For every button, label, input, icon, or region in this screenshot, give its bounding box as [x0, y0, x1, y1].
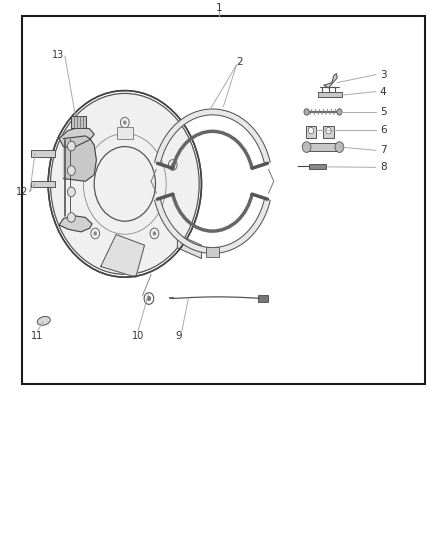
Circle shape	[335, 142, 344, 152]
Bar	[306, 126, 316, 138]
Circle shape	[147, 296, 151, 301]
Polygon shape	[64, 136, 96, 181]
Text: 8: 8	[380, 163, 387, 172]
Polygon shape	[59, 216, 92, 232]
Bar	[22, 16, 425, 384]
Bar	[71, 116, 86, 128]
Text: 10: 10	[132, 331, 144, 341]
Polygon shape	[59, 127, 94, 148]
Ellipse shape	[37, 317, 50, 325]
Circle shape	[75, 163, 79, 167]
Text: 2: 2	[237, 57, 244, 67]
Circle shape	[171, 163, 174, 167]
Circle shape	[326, 127, 331, 134]
Text: 6: 6	[380, 125, 387, 135]
Text: 7: 7	[380, 146, 387, 155]
Bar	[31, 150, 55, 157]
Text: 13: 13	[52, 50, 64, 60]
Text: 9: 9	[175, 331, 182, 341]
Bar	[323, 126, 334, 138]
Bar	[307, 143, 339, 151]
Circle shape	[153, 231, 156, 236]
Circle shape	[50, 93, 199, 274]
Text: 5: 5	[380, 107, 387, 117]
Bar	[31, 181, 55, 187]
Circle shape	[337, 109, 342, 115]
Text: 1: 1	[215, 3, 223, 13]
Polygon shape	[101, 235, 145, 277]
Circle shape	[67, 166, 75, 175]
Polygon shape	[177, 235, 201, 259]
Circle shape	[144, 293, 154, 304]
Bar	[258, 295, 268, 302]
Circle shape	[302, 142, 311, 152]
Circle shape	[67, 141, 75, 151]
Bar	[309, 164, 326, 169]
Polygon shape	[324, 74, 337, 88]
Circle shape	[67, 213, 75, 222]
Text: 3: 3	[380, 70, 387, 79]
Circle shape	[67, 187, 75, 197]
Text: 4: 4	[380, 87, 387, 96]
Circle shape	[304, 109, 309, 115]
Circle shape	[123, 120, 127, 125]
Bar	[206, 247, 219, 257]
Text: 11: 11	[31, 331, 43, 341]
Circle shape	[308, 127, 314, 134]
Bar	[318, 92, 342, 97]
Bar	[117, 127, 133, 139]
Text: 12: 12	[16, 187, 28, 197]
Circle shape	[93, 231, 97, 236]
